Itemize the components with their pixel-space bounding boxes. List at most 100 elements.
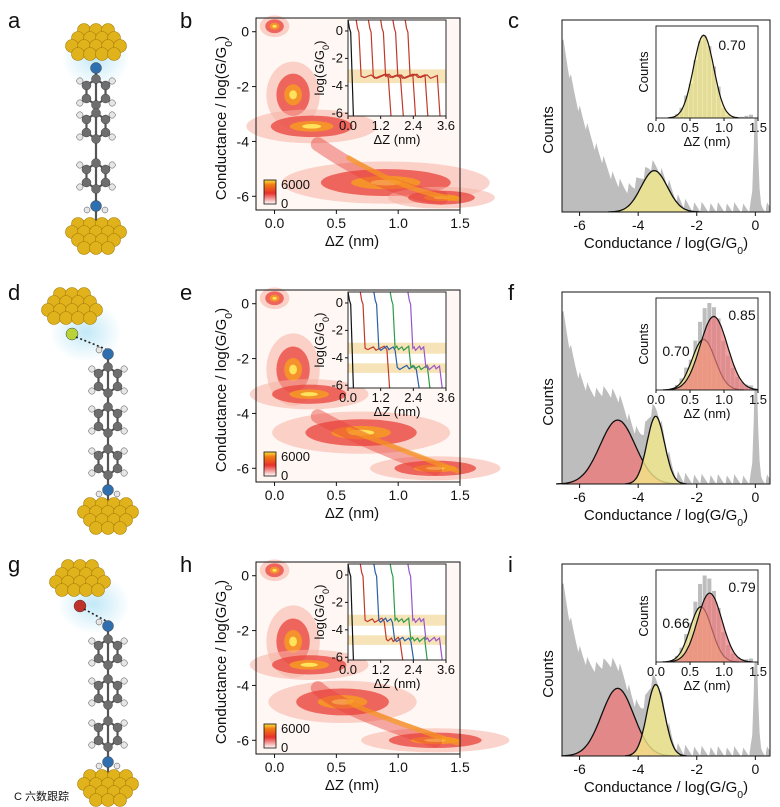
- carbon-atom: [100, 127, 111, 138]
- heatmap-streak: [310, 681, 443, 748]
- x-tick-label: 1.5: [749, 392, 767, 407]
- nitrogen-atom: [102, 756, 114, 768]
- x-axis-label: Conductance / log(G/G0): [584, 235, 748, 257]
- x-tick-label: 0.0: [339, 662, 357, 677]
- benzene-ring: [76, 74, 116, 110]
- traces-inset: 0.0 1.2 2.4 3.6 0 -2 -4 -6 ΔZ (nm) log(G/G0): [312, 291, 455, 419]
- gold-electrode: [77, 769, 139, 807]
- gold-atom: [101, 793, 115, 807]
- inset-fit-area: [666, 593, 753, 662]
- y-axis-label: Conductance / log(G/G0): [213, 580, 235, 744]
- carbon-atom: [103, 444, 113, 454]
- x-tick-label: 0.5: [681, 392, 699, 407]
- hydrogen-atom: [95, 762, 103, 770]
- hydrogen-atom: [88, 469, 96, 477]
- x-tick-label: 0.0: [647, 392, 665, 407]
- x-tick-label: 2.4: [404, 118, 422, 133]
- x-axis-label: ΔZ (nm): [684, 678, 731, 693]
- conductance-band: [348, 342, 446, 354]
- molecule-model: [41, 287, 139, 535]
- hydrogen-atom: [108, 183, 116, 191]
- inset-frame: [347, 291, 447, 389]
- x-tick-label: 1.2: [372, 390, 390, 405]
- carbon-atom: [112, 368, 123, 379]
- trace-line: [392, 19, 429, 117]
- hydrogen-atom: [95, 346, 103, 354]
- carbon-atom: [100, 177, 111, 188]
- hydrogen-atom: [108, 99, 116, 107]
- carbon-atom: [100, 93, 111, 104]
- hydrogen-atom: [120, 741, 128, 749]
- carbon-atom: [103, 634, 113, 644]
- inset-bar: [744, 115, 749, 118]
- x-tick-label: 1.2: [372, 118, 390, 133]
- x-axis-label: Conductance / log(G/G0): [584, 779, 748, 801]
- hydrogen-atom: [88, 677, 96, 685]
- gold-atom: [95, 47, 109, 61]
- hydrogen-atom: [88, 699, 96, 707]
- inset-frame: [655, 297, 759, 391]
- carbon-atom: [91, 108, 101, 118]
- x-axis-label: ΔZ (nm): [684, 134, 731, 149]
- hydrogen-atom: [120, 659, 128, 667]
- x-tick-label: 0.0: [265, 759, 285, 775]
- trace-line: [389, 291, 431, 389]
- gold-electrode: [49, 559, 111, 597]
- carbon-atom: [103, 660, 113, 670]
- y-axis-label: log(G/G0): [312, 313, 331, 368]
- traces-inset: 0.0 1.2 2.4 3.6 0 -2 -4 -6 ΔZ (nm) log(G/G0): [312, 19, 455, 147]
- heatmap-density-peak: [272, 568, 277, 572]
- y-axis-label: Conductance / log(G/G0): [213, 36, 235, 200]
- inset-bar: [749, 658, 754, 662]
- y-axis-label: Counts: [540, 650, 557, 698]
- inset-bar: [739, 116, 744, 118]
- peak-label: 0.66: [662, 615, 689, 631]
- panel-label-molecule: a: [8, 8, 21, 33]
- inset-frame: [655, 569, 759, 663]
- gold-atom: [113, 793, 127, 807]
- x-tick-label: -4: [632, 489, 645, 505]
- y-axis-label: Counts: [540, 378, 557, 426]
- y-tick-label: 0: [241, 296, 249, 312]
- hydrogen-atom: [88, 387, 96, 395]
- nitrogen-atom: [90, 62, 102, 74]
- peak-label: 0.70: [662, 343, 689, 359]
- gold-atom: [47, 311, 61, 325]
- carbon-atom: [112, 640, 123, 651]
- carbon-atom: [112, 408, 123, 419]
- x-tick-label: 0.5: [327, 487, 347, 503]
- carbon-atom: [103, 742, 113, 752]
- colorbar-min-label: 0: [281, 468, 288, 483]
- colorbar-min-label: 0: [281, 196, 288, 211]
- carbon-atom: [81, 93, 92, 104]
- conductance-band: [348, 635, 446, 645]
- gold-atom: [89, 793, 103, 807]
- x-tick-label: 3.6: [437, 118, 455, 133]
- figure-row: d e f 0.0 0.5 1.0 1.5 0 -2 -4 -6 ΔZ (nm) Conductance…: [8, 280, 771, 535]
- carbon-atom: [91, 134, 101, 144]
- x-tick-label: -4: [632, 761, 645, 777]
- x-axis-label: ΔZ (nm): [684, 406, 731, 421]
- carbon-atom: [112, 735, 123, 746]
- x-tick-label: -2: [691, 761, 704, 777]
- x-tick-label: 1.0: [388, 215, 408, 231]
- y-tick-label: -4: [331, 78, 343, 93]
- heatmap-frame: [255, 289, 461, 483]
- x-tick-label: 3.6: [437, 390, 455, 405]
- gaussian-fit-line: [624, 415, 687, 485]
- x-tick-label: 0.5: [327, 759, 347, 775]
- heatmap-streak-core: [346, 155, 461, 202]
- y-tick-label: -6: [237, 732, 250, 748]
- x-tick-label: 1.0: [388, 759, 408, 775]
- hydrogen-atom: [108, 161, 116, 169]
- x-axis-label: ΔZ (nm): [325, 233, 379, 250]
- x-tick-label: 1.5: [450, 759, 470, 775]
- x-tick-label: 0.0: [647, 664, 665, 679]
- y-axis-label: Counts: [540, 106, 557, 154]
- trace-line: [347, 291, 354, 389]
- benzene-ring: [88, 402, 128, 438]
- gold-atom: [71, 311, 85, 325]
- gaussian-fit-line: [625, 683, 687, 757]
- carbon-atom: [93, 653, 104, 664]
